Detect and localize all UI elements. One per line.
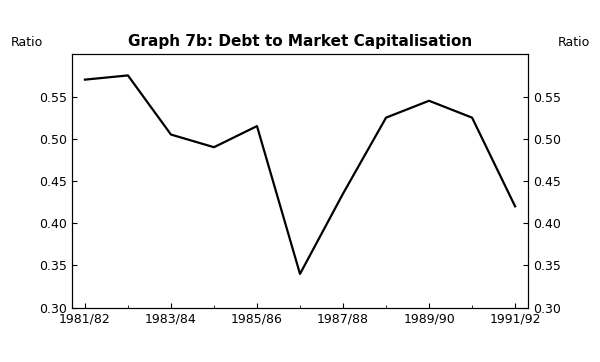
Text: Ratio: Ratio — [10, 36, 43, 49]
Text: Ratio: Ratio — [557, 36, 590, 49]
Title: Graph 7b: Debt to Market Capitalisation: Graph 7b: Debt to Market Capitalisation — [128, 34, 472, 49]
